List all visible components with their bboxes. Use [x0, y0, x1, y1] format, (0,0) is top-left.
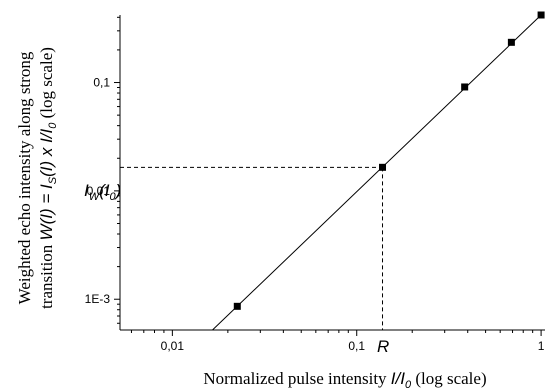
y-axis-title-line1: Weighted echo intensity along strong — [15, 51, 34, 304]
data-points — [233, 11, 545, 310]
tick-group: 0,01 0,1 1 1E-3 0,01 0,1 — [85, 16, 545, 353]
x-axis-title: Normalized pulse intensity I/I0 (log sca… — [203, 369, 486, 390]
annotation-iw: IW(I0) — [84, 181, 121, 203]
annotation-r: R — [377, 337, 389, 356]
fit-line-group — [212, 14, 542, 331]
y-tick-label: 0,1 — [93, 76, 110, 90]
reference-lines — [120, 166, 384, 330]
y-axis-title-line2: transition W(I) = IS(I) x I/I0 (log scal… — [37, 47, 59, 309]
data-point — [379, 163, 387, 171]
y-tick-label: 0,01 — [87, 184, 111, 198]
x-tick-label: 1 — [538, 339, 545, 353]
fit-line — [212, 14, 542, 331]
y-tick-label: 1E-3 — [85, 292, 111, 306]
data-point — [461, 83, 469, 91]
data-point — [537, 11, 545, 19]
data-point — [233, 302, 241, 310]
x-tick-label: 0,1 — [348, 339, 365, 353]
plot-frame — [119, 15, 545, 331]
x-tick-label: 0,01 — [161, 339, 185, 353]
data-point — [507, 38, 515, 46]
